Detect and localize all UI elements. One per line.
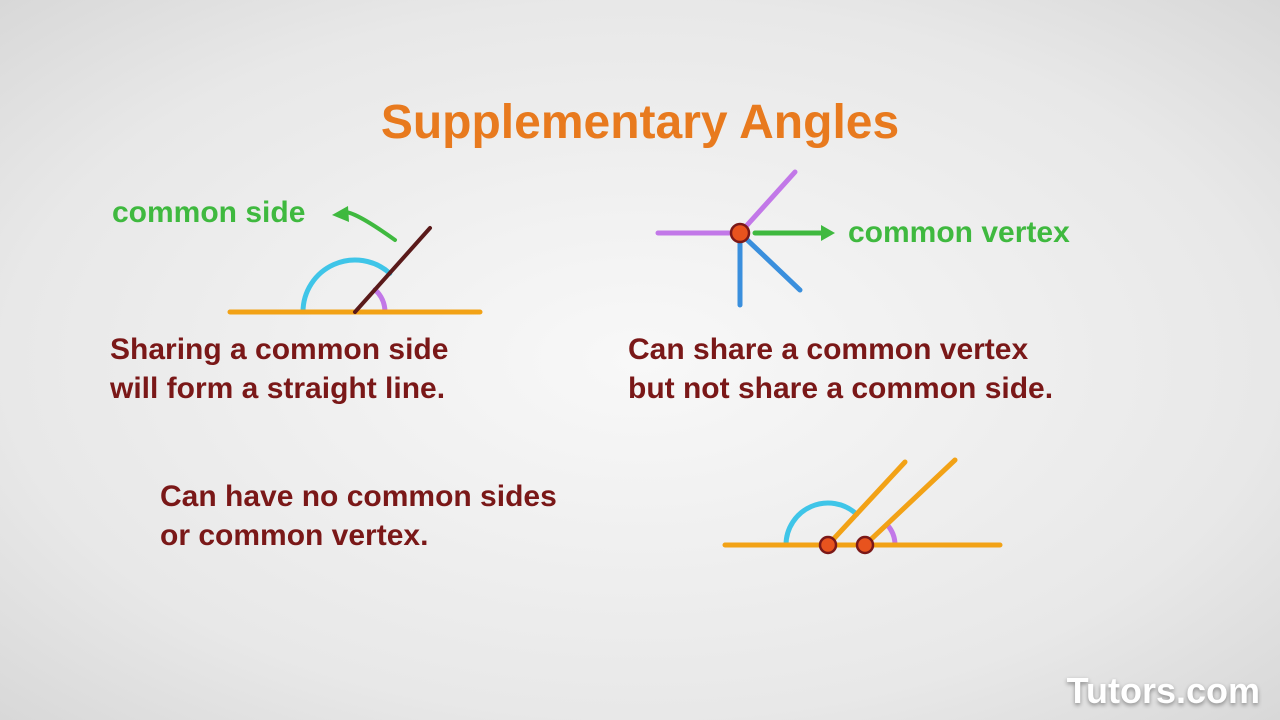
- desc-3-line1: Can have no common sides: [160, 477, 557, 516]
- desc-3-line2: or common vertex.: [160, 516, 557, 555]
- watermark: Tutors.com: [1067, 670, 1260, 712]
- common-vertex-label: common vertex: [848, 216, 1070, 250]
- desc-2: Can share a common vertex but not share …: [628, 330, 1053, 408]
- page-title: Supplementary Angles: [0, 95, 1280, 150]
- desc-2-line1: Can share a common vertex: [628, 330, 1053, 369]
- desc-3: Can have no common sides or common verte…: [160, 477, 557, 555]
- diagram-no-common: [700, 450, 1020, 570]
- diagram-common-vertex: [640, 160, 860, 320]
- diagram-common-side: [200, 180, 500, 340]
- desc-2-line2: but not share a common side.: [628, 369, 1053, 408]
- desc-1: Sharing a common side will form a straig…: [110, 330, 448, 408]
- desc-1-line2: will form a straight line.: [110, 369, 448, 408]
